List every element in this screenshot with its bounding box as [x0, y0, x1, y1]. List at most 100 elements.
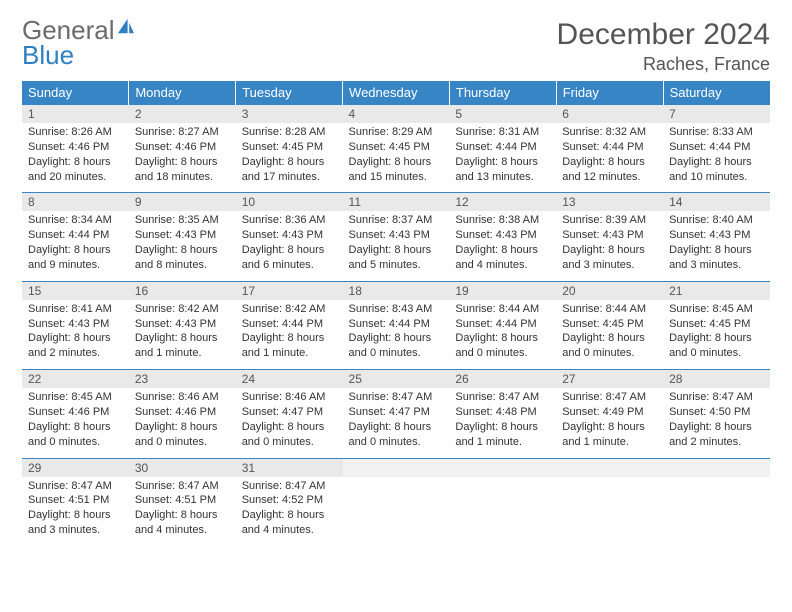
day-number: 27: [556, 370, 663, 388]
day-number: 17: [236, 282, 343, 300]
day-body: Sunrise: 8:29 AMSunset: 4:45 PMDaylight:…: [343, 123, 450, 192]
day-body: Sunrise: 8:27 AMSunset: 4:46 PMDaylight:…: [129, 123, 236, 192]
calendar-day-cell: 22Sunrise: 8:45 AMSunset: 4:46 PMDayligh…: [22, 370, 129, 458]
calendar-day-cell: 27Sunrise: 8:47 AMSunset: 4:49 PMDayligh…: [556, 370, 663, 458]
weekday-header: Monday: [129, 81, 236, 105]
month-title: December 2024: [557, 18, 770, 52]
day-number: 19: [449, 282, 556, 300]
day-body: Sunrise: 8:43 AMSunset: 4:44 PMDaylight:…: [343, 300, 450, 369]
day-number: 4: [343, 105, 450, 123]
calendar-day-cell: 8Sunrise: 8:34 AMSunset: 4:44 PMDaylight…: [22, 193, 129, 281]
day-number: 5: [449, 105, 556, 123]
day-body: Sunrise: 8:47 AMSunset: 4:50 PMDaylight:…: [663, 388, 770, 457]
day-number: 13: [556, 193, 663, 211]
day-body-empty: [449, 477, 556, 491]
weekday-header: Sunday: [22, 81, 129, 105]
day-body: Sunrise: 8:45 AMSunset: 4:46 PMDaylight:…: [22, 388, 129, 457]
header: GeneralBlue December 2024 Raches, France: [22, 18, 770, 75]
day-number: 11: [343, 193, 450, 211]
calendar-day-cell: 7Sunrise: 8:33 AMSunset: 4:44 PMDaylight…: [663, 105, 770, 193]
day-body: Sunrise: 8:32 AMSunset: 4:44 PMDaylight:…: [556, 123, 663, 192]
day-body: Sunrise: 8:36 AMSunset: 4:43 PMDaylight:…: [236, 211, 343, 280]
day-number: 20: [556, 282, 663, 300]
weekday-header: Thursday: [449, 81, 556, 105]
calendar-week-row: 29Sunrise: 8:47 AMSunset: 4:51 PMDayligh…: [22, 458, 770, 546]
day-body: Sunrise: 8:47 AMSunset: 4:52 PMDaylight:…: [236, 477, 343, 546]
day-body: Sunrise: 8:44 AMSunset: 4:45 PMDaylight:…: [556, 300, 663, 369]
title-block: December 2024 Raches, France: [557, 18, 770, 75]
calendar-day-cell: 10Sunrise: 8:36 AMSunset: 4:43 PMDayligh…: [236, 193, 343, 281]
day-body: Sunrise: 8:47 AMSunset: 4:49 PMDaylight:…: [556, 388, 663, 457]
calendar-day-cell: 2Sunrise: 8:27 AMSunset: 4:46 PMDaylight…: [129, 105, 236, 193]
day-body: Sunrise: 8:46 AMSunset: 4:46 PMDaylight:…: [129, 388, 236, 457]
day-body: Sunrise: 8:44 AMSunset: 4:44 PMDaylight:…: [449, 300, 556, 369]
day-number: 24: [236, 370, 343, 388]
day-body: Sunrise: 8:28 AMSunset: 4:45 PMDaylight:…: [236, 123, 343, 192]
calendar-day-cell: 26Sunrise: 8:47 AMSunset: 4:48 PMDayligh…: [449, 370, 556, 458]
day-body-empty: [556, 477, 663, 491]
day-body: Sunrise: 8:34 AMSunset: 4:44 PMDaylight:…: [22, 211, 129, 280]
calendar-day-cell: 17Sunrise: 8:42 AMSunset: 4:44 PMDayligh…: [236, 281, 343, 369]
day-number: 10: [236, 193, 343, 211]
day-number: 22: [22, 370, 129, 388]
calendar-day-cell: 11Sunrise: 8:37 AMSunset: 4:43 PMDayligh…: [343, 193, 450, 281]
day-number-empty: [556, 459, 663, 477]
day-body-empty: [663, 477, 770, 491]
day-body: Sunrise: 8:39 AMSunset: 4:43 PMDaylight:…: [556, 211, 663, 280]
day-number: 21: [663, 282, 770, 300]
day-body: Sunrise: 8:33 AMSunset: 4:44 PMDaylight:…: [663, 123, 770, 192]
calendar-day-cell: 18Sunrise: 8:43 AMSunset: 4:44 PMDayligh…: [343, 281, 450, 369]
day-number: 25: [343, 370, 450, 388]
calendar-day-cell: 20Sunrise: 8:44 AMSunset: 4:45 PMDayligh…: [556, 281, 663, 369]
calendar-day-cell: [556, 458, 663, 546]
day-body: Sunrise: 8:42 AMSunset: 4:44 PMDaylight:…: [236, 300, 343, 369]
day-body: Sunrise: 8:40 AMSunset: 4:43 PMDaylight:…: [663, 211, 770, 280]
day-number: 26: [449, 370, 556, 388]
day-number: 2: [129, 105, 236, 123]
calendar-week-row: 15Sunrise: 8:41 AMSunset: 4:43 PMDayligh…: [22, 281, 770, 369]
calendar-day-cell: [449, 458, 556, 546]
day-body: Sunrise: 8:37 AMSunset: 4:43 PMDaylight:…: [343, 211, 450, 280]
day-number-empty: [343, 459, 450, 477]
day-body: Sunrise: 8:38 AMSunset: 4:43 PMDaylight:…: [449, 211, 556, 280]
day-number-empty: [449, 459, 556, 477]
calendar-day-cell: 14Sunrise: 8:40 AMSunset: 4:43 PMDayligh…: [663, 193, 770, 281]
day-body: Sunrise: 8:47 AMSunset: 4:47 PMDaylight:…: [343, 388, 450, 457]
calendar-day-cell: 3Sunrise: 8:28 AMSunset: 4:45 PMDaylight…: [236, 105, 343, 193]
day-body: Sunrise: 8:41 AMSunset: 4:43 PMDaylight:…: [22, 300, 129, 369]
day-body: Sunrise: 8:47 AMSunset: 4:51 PMDaylight:…: [129, 477, 236, 546]
calendar-day-cell: 29Sunrise: 8:47 AMSunset: 4:51 PMDayligh…: [22, 458, 129, 546]
day-number: 15: [22, 282, 129, 300]
day-body: Sunrise: 8:47 AMSunset: 4:48 PMDaylight:…: [449, 388, 556, 457]
day-body-empty: [343, 477, 450, 491]
calendar-week-row: 1Sunrise: 8:26 AMSunset: 4:46 PMDaylight…: [22, 105, 770, 193]
day-number: 12: [449, 193, 556, 211]
calendar-day-cell: [663, 458, 770, 546]
day-number: 18: [343, 282, 450, 300]
logo: GeneralBlue: [22, 18, 136, 67]
calendar-day-cell: [343, 458, 450, 546]
day-number: 30: [129, 459, 236, 477]
day-number-empty: [663, 459, 770, 477]
weekday-header-row: Sunday Monday Tuesday Wednesday Thursday…: [22, 81, 770, 105]
calendar-day-cell: 19Sunrise: 8:44 AMSunset: 4:44 PMDayligh…: [449, 281, 556, 369]
day-number: 6: [556, 105, 663, 123]
logo-text-blue: Blue: [22, 40, 74, 70]
day-number: 9: [129, 193, 236, 211]
calendar-day-cell: 1Sunrise: 8:26 AMSunset: 4:46 PMDaylight…: [22, 105, 129, 193]
day-body: Sunrise: 8:35 AMSunset: 4:43 PMDaylight:…: [129, 211, 236, 280]
logo-sail-icon: [116, 18, 136, 34]
day-number: 31: [236, 459, 343, 477]
day-body: Sunrise: 8:46 AMSunset: 4:47 PMDaylight:…: [236, 388, 343, 457]
calendar-week-row: 22Sunrise: 8:45 AMSunset: 4:46 PMDayligh…: [22, 370, 770, 458]
weekday-header: Wednesday: [343, 81, 450, 105]
day-number: 16: [129, 282, 236, 300]
calendar-day-cell: 13Sunrise: 8:39 AMSunset: 4:43 PMDayligh…: [556, 193, 663, 281]
day-number: 8: [22, 193, 129, 211]
calendar-day-cell: 9Sunrise: 8:35 AMSunset: 4:43 PMDaylight…: [129, 193, 236, 281]
calendar-day-cell: 4Sunrise: 8:29 AMSunset: 4:45 PMDaylight…: [343, 105, 450, 193]
calendar-day-cell: 23Sunrise: 8:46 AMSunset: 4:46 PMDayligh…: [129, 370, 236, 458]
day-body: Sunrise: 8:42 AMSunset: 4:43 PMDaylight:…: [129, 300, 236, 369]
calendar-day-cell: 25Sunrise: 8:47 AMSunset: 4:47 PMDayligh…: [343, 370, 450, 458]
calendar-day-cell: 31Sunrise: 8:47 AMSunset: 4:52 PMDayligh…: [236, 458, 343, 546]
